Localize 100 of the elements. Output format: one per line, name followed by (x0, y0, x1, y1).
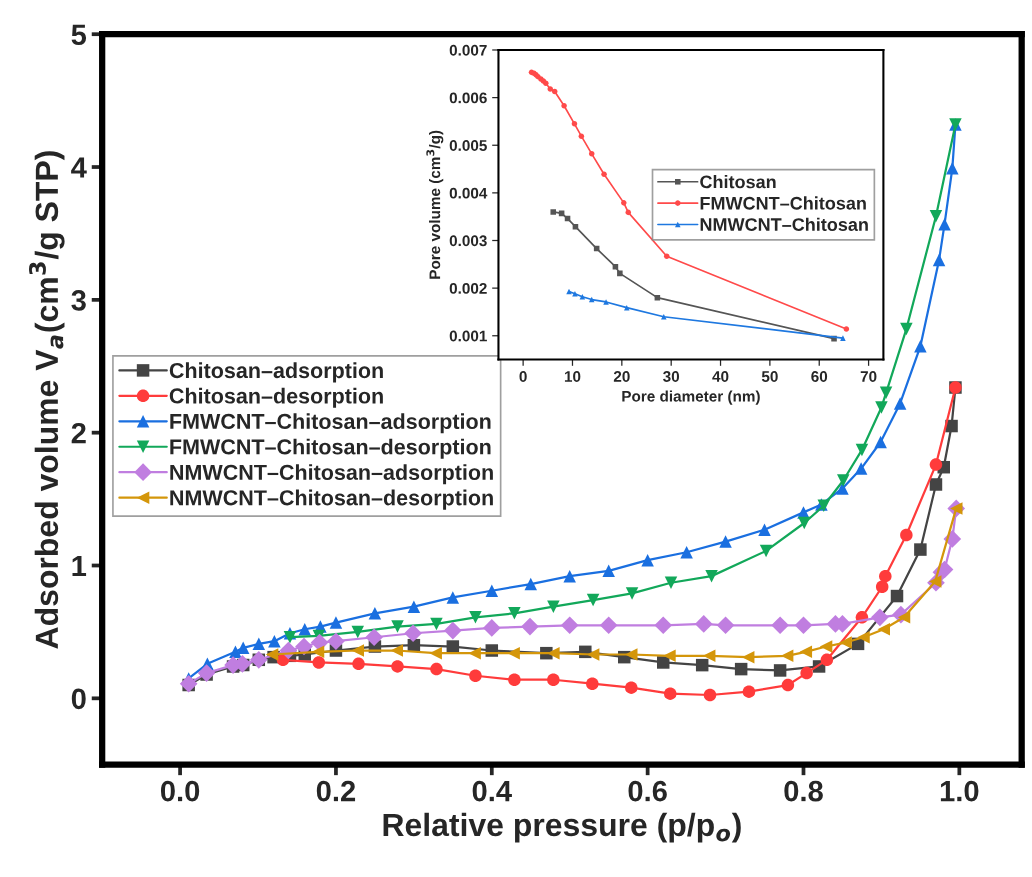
x-tick-label: 50 (761, 371, 778, 382)
point (351, 644, 365, 657)
point (875, 580, 889, 594)
point (932, 253, 946, 267)
point (928, 575, 942, 588)
point (524, 577, 537, 591)
point (664, 576, 678, 590)
point (572, 291, 578, 297)
point (759, 544, 773, 558)
point (430, 617, 443, 631)
y-tick-label: 3 (71, 290, 86, 311)
point (391, 660, 404, 673)
point (855, 443, 869, 457)
point (771, 616, 789, 635)
y-tick-label: 0.007 (449, 44, 487, 56)
point (857, 630, 870, 644)
y-tick-label: 2 (71, 422, 86, 444)
point (641, 553, 654, 567)
point (485, 584, 499, 597)
point (663, 649, 676, 663)
point (914, 543, 927, 556)
point (734, 662, 748, 676)
point (625, 681, 638, 694)
point (819, 640, 833, 653)
point (390, 644, 403, 657)
point (840, 335, 846, 341)
x-tick-label: 20 (613, 371, 630, 382)
x-tick-label: 1.0 (940, 780, 979, 802)
point (521, 617, 539, 636)
x-axis-title: Relative pressure (p/p$_{o}$) (383, 812, 741, 843)
y-tick-label: 4 (71, 157, 87, 178)
point (236, 641, 250, 655)
point (268, 634, 281, 648)
point (179, 674, 198, 693)
point (742, 685, 756, 698)
point (929, 478, 943, 491)
point (327, 632, 345, 651)
point (741, 650, 755, 664)
point (625, 209, 632, 216)
point (871, 608, 889, 627)
point (599, 616, 618, 635)
point (443, 621, 462, 640)
point (351, 625, 365, 639)
point (798, 516, 811, 530)
point (617, 270, 623, 277)
point (654, 616, 673, 635)
point (780, 649, 794, 663)
point (820, 653, 834, 667)
legend-label: NMWCNT–Chitosan–desorption (170, 489, 493, 510)
point (586, 677, 599, 690)
point (561, 102, 567, 109)
point (588, 296, 595, 303)
point (929, 209, 943, 223)
legend-label: Chitosan (700, 175, 776, 189)
point (468, 646, 481, 660)
point (283, 630, 297, 644)
point (781, 678, 795, 692)
point (929, 458, 943, 471)
point (602, 564, 615, 578)
point (694, 615, 713, 633)
point (311, 645, 325, 659)
point (695, 658, 709, 672)
point (603, 299, 609, 305)
legend-label: FMWCNT–Chitosan–desorption (170, 438, 491, 459)
point (893, 397, 907, 410)
x-tick-label: 40 (712, 371, 729, 382)
point (407, 600, 421, 613)
point (656, 656, 670, 669)
point (716, 616, 735, 635)
x-tick-label: 60 (811, 371, 828, 382)
point (446, 640, 460, 653)
point (404, 624, 422, 643)
point (429, 646, 442, 660)
point (843, 326, 850, 332)
x-tick-label: 10 (564, 371, 581, 382)
y-tick-label: 0.001 (449, 330, 487, 342)
point (663, 253, 670, 259)
point (914, 340, 927, 353)
y-tick-label: 5 (71, 24, 87, 46)
x-tick-label: 0.6 (628, 780, 667, 802)
point (719, 535, 732, 548)
point (508, 607, 521, 620)
y-axis-title: Adsorbed volume V$_{a}$(cm$^{3}$/g STP) (29, 151, 65, 649)
point (368, 607, 382, 620)
point (877, 623, 890, 636)
point (625, 587, 639, 600)
legend-label: NMWCNT–Chitosan (700, 217, 868, 231)
legend-label: NMWCNT–Chitosan–adsorption (170, 464, 493, 485)
point (588, 151, 595, 157)
y-tick-label: 0 (71, 688, 86, 710)
point (547, 646, 560, 660)
point (508, 673, 521, 686)
y-tick-label: 0.003 (449, 235, 487, 247)
point (799, 645, 813, 659)
point (879, 569, 892, 583)
point (874, 435, 887, 449)
point (702, 649, 716, 663)
point (661, 313, 667, 320)
legend-label: FMWCNT–Chitosan (700, 196, 866, 210)
point (879, 386, 893, 400)
